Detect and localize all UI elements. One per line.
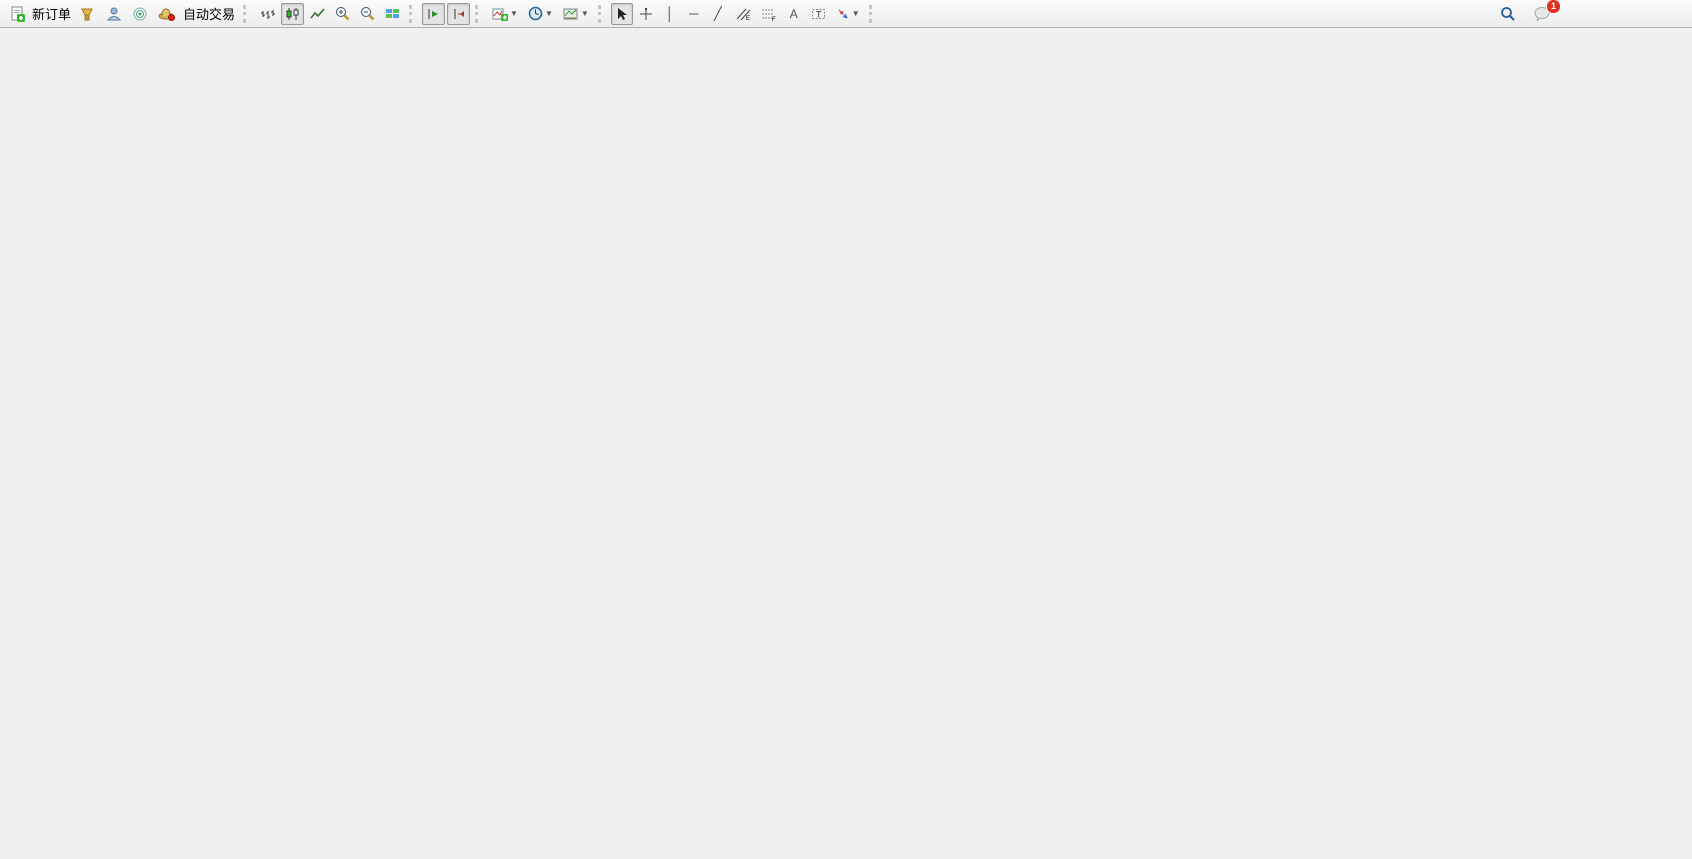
svg-text:E: E (746, 16, 750, 21)
channel-icon: E (736, 8, 751, 21)
indicators-icon (492, 8, 509, 21)
chart-shift-button[interactable] (447, 2, 471, 25)
styler-icon (81, 8, 93, 20)
chart-canvas[interactable] (0, 28, 1692, 859)
trendline-tool-button[interactable]: ╱ (707, 3, 729, 25)
zoom-in-icon (336, 7, 350, 21)
horizontal-line-icon: ─ (689, 6, 699, 21)
line-chart-button[interactable] (306, 3, 329, 25)
trendline-icon: ╱ (713, 6, 722, 21)
fibonacci-tool-button[interactable]: F (757, 3, 781, 25)
clock-icon (528, 6, 543, 21)
bar-chart-button[interactable] (256, 3, 279, 25)
horizontal-line-tool-button[interactable]: ─ (683, 3, 705, 25)
crosshair-tool-button[interactable] (635, 3, 657, 25)
notification-badge: 1 (1546, 0, 1561, 14)
dropdown-caret-icon: ▼ (510, 9, 518, 18)
dropdown-caret-icon: ▼ (544, 9, 553, 18)
auto-trading-icon (158, 7, 176, 21)
arrows-icon (838, 9, 848, 18)
auto-trading-button[interactable] (154, 3, 180, 25)
chat-button[interactable]: 1 (1530, 0, 1561, 25)
dropdown-caret-icon: ▼ (851, 9, 860, 18)
dropdown-caret-icon: ▼ (580, 9, 589, 18)
channel-tool-button[interactable]: E (731, 3, 755, 25)
search-icon (1501, 6, 1515, 21)
toolbar-grip (597, 4, 604, 23)
new-order-icon (11, 6, 25, 22)
text-tool-button[interactable]: A (783, 3, 805, 25)
tile-windows-button[interactable] (381, 3, 404, 25)
line-chart-icon (310, 8, 325, 18)
toolbar-grip (868, 4, 875, 23)
profile-icon (106, 7, 122, 20)
templates-button[interactable]: ▼ (559, 3, 593, 25)
indicators-button[interactable]: ▼ (488, 3, 522, 25)
auto-scroll-button[interactable] (422, 2, 446, 25)
crosshair-icon (639, 7, 652, 20)
zoom-in-button[interactable] (331, 3, 354, 25)
svg-text:F: F (772, 17, 776, 21)
chart-shift-icon (454, 8, 465, 19)
vertical-line-icon: │ (665, 6, 674, 21)
label-icon: T (811, 8, 825, 19)
toolbar-grip (243, 4, 249, 23)
text-icon: A (789, 6, 798, 21)
profile-button[interactable] (102, 3, 126, 25)
bar-chart-icon (261, 9, 276, 19)
cursor-tool-button[interactable] (610, 2, 633, 25)
new-order-button[interactable] (5, 3, 29, 25)
toolbar-grip (409, 4, 415, 23)
fibonacci-icon: F (761, 9, 776, 21)
toolbar: 新订单 自动交易 ▼ ▼ ▼ │ ─ ╱ E F A T ▼ 1 (0, 0, 1692, 28)
candlestick-chart-icon (286, 7, 299, 20)
styler-button[interactable] (76, 3, 100, 25)
news-icon (133, 7, 147, 20)
arrows-tool-button[interactable]: ▼ (832, 3, 864, 25)
auto-scroll-icon (428, 8, 439, 19)
vertical-line-tool-button[interactable]: │ (659, 3, 681, 25)
toolbar-grip (475, 4, 481, 23)
search-button[interactable] (1496, 3, 1520, 25)
periods-button[interactable]: ▼ (524, 3, 557, 25)
label-tool-button[interactable]: T (807, 3, 830, 25)
candlestick-chart-button[interactable] (281, 2, 305, 25)
zoom-out-button[interactable] (356, 3, 379, 25)
zoom-out-icon (361, 7, 375, 21)
auto-trading-label[interactable]: 自动交易 (183, 7, 236, 22)
chat-bubble-icon (1534, 7, 1550, 21)
news-button[interactable] (128, 3, 152, 25)
templates-icon (563, 8, 578, 19)
new-order-label[interactable]: 新订单 (32, 7, 72, 22)
tile-windows-icon (386, 8, 400, 18)
cursor-icon (618, 7, 628, 20)
svg-text:T: T (816, 9, 822, 19)
